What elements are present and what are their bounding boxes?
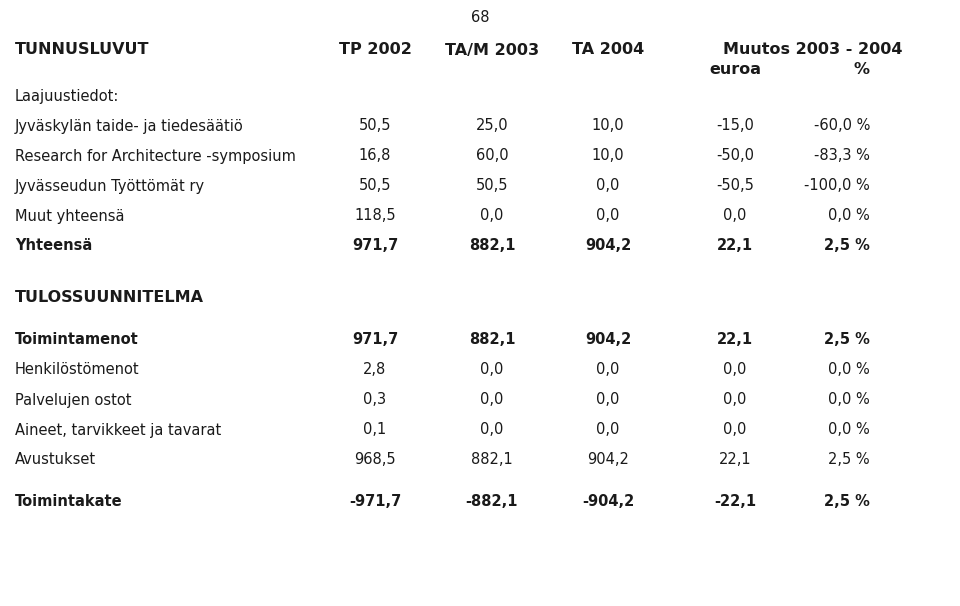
Text: 0,0: 0,0: [723, 208, 747, 224]
Text: 904,2: 904,2: [585, 239, 631, 253]
Text: Jyvässeudun Työttömät ry: Jyvässeudun Työttömät ry: [15, 179, 205, 193]
Text: -60,0 %: -60,0 %: [814, 119, 870, 133]
Text: Aineet, tarvikkeet ja tavarat: Aineet, tarvikkeet ja tavarat: [15, 422, 221, 438]
Text: 10,0: 10,0: [591, 148, 624, 164]
Text: Toimintakate: Toimintakate: [15, 494, 123, 510]
Text: Laajuustiedot:: Laajuustiedot:: [15, 88, 119, 104]
Text: 2,5 %: 2,5 %: [824, 333, 870, 347]
Text: Jyväskylän taide- ja tiedesäätiö: Jyväskylän taide- ja tiedesäätiö: [15, 119, 244, 133]
Text: 0,0: 0,0: [723, 393, 747, 407]
Text: 2,5 %: 2,5 %: [824, 239, 870, 253]
Text: -971,7: -971,7: [348, 494, 401, 510]
Text: 882,1: 882,1: [468, 239, 516, 253]
Text: -83,3 %: -83,3 %: [814, 148, 870, 164]
Text: TULOSSUUNNITELMA: TULOSSUUNNITELMA: [15, 290, 204, 305]
Text: 60,0: 60,0: [476, 148, 508, 164]
Text: 2,5 %: 2,5 %: [824, 494, 870, 510]
Text: 0,0: 0,0: [480, 208, 504, 224]
Text: 22,1: 22,1: [717, 239, 753, 253]
Text: Toimintamenot: Toimintamenot: [15, 333, 139, 347]
Text: 971,7: 971,7: [352, 333, 398, 347]
Text: 10,0: 10,0: [591, 119, 624, 133]
Text: 0,0: 0,0: [596, 362, 620, 378]
Text: 968,5: 968,5: [354, 453, 396, 467]
Text: 2,8: 2,8: [364, 362, 387, 378]
Text: -100,0 %: -100,0 %: [804, 179, 870, 193]
Text: 0,3: 0,3: [364, 393, 387, 407]
Text: 0,0: 0,0: [480, 422, 504, 438]
Text: 0,0: 0,0: [723, 362, 747, 378]
Text: 0,0: 0,0: [596, 208, 620, 224]
Text: -50,0: -50,0: [716, 148, 754, 164]
Text: 22,1: 22,1: [719, 453, 752, 467]
Text: 0,0 %: 0,0 %: [828, 362, 870, 378]
Text: 0,0: 0,0: [723, 422, 747, 438]
Text: Muutos 2003 - 2004: Muutos 2003 - 2004: [723, 42, 902, 58]
Text: 0,0 %: 0,0 %: [828, 422, 870, 438]
Text: 0,0 %: 0,0 %: [828, 393, 870, 407]
Text: 50,5: 50,5: [359, 119, 392, 133]
Text: 50,5: 50,5: [476, 179, 508, 193]
Text: 904,2: 904,2: [588, 453, 629, 467]
Text: 118,5: 118,5: [354, 208, 396, 224]
Text: Muut yhteensä: Muut yhteensä: [15, 208, 125, 224]
Text: 0,0 %: 0,0 %: [828, 208, 870, 224]
Text: 22,1: 22,1: [717, 333, 753, 347]
Text: -904,2: -904,2: [582, 494, 635, 510]
Text: -15,0: -15,0: [716, 119, 754, 133]
Text: 0,0: 0,0: [596, 422, 620, 438]
Text: 882,1: 882,1: [471, 453, 513, 467]
Text: euroa: euroa: [709, 62, 761, 78]
Text: Research for Architecture -symposium: Research for Architecture -symposium: [15, 148, 296, 164]
Text: TA/M 2003: TA/M 2003: [444, 42, 540, 58]
Text: -882,1: -882,1: [466, 494, 518, 510]
Text: 0,0: 0,0: [596, 393, 620, 407]
Text: TUNNUSLUVUT: TUNNUSLUVUT: [15, 42, 150, 58]
Text: 904,2: 904,2: [585, 333, 631, 347]
Text: 0,1: 0,1: [364, 422, 387, 438]
Text: 0,0: 0,0: [480, 362, 504, 378]
Text: Avustukset: Avustukset: [15, 453, 96, 467]
Text: TP 2002: TP 2002: [339, 42, 412, 58]
Text: %: %: [854, 62, 870, 78]
Text: -50,5: -50,5: [716, 179, 754, 193]
Text: Henkilöstömenot: Henkilöstömenot: [15, 362, 139, 378]
Text: 25,0: 25,0: [476, 119, 508, 133]
Text: Yhteensä: Yhteensä: [15, 239, 92, 253]
Text: 68: 68: [470, 10, 490, 25]
Text: -22,1: -22,1: [714, 494, 756, 510]
Text: 882,1: 882,1: [468, 333, 516, 347]
Text: 0,0: 0,0: [596, 179, 620, 193]
Text: 971,7: 971,7: [352, 239, 398, 253]
Text: Palvelujen ostot: Palvelujen ostot: [15, 393, 132, 407]
Text: 2,5 %: 2,5 %: [828, 453, 870, 467]
Text: 16,8: 16,8: [359, 148, 391, 164]
Text: 50,5: 50,5: [359, 179, 392, 193]
Text: 0,0: 0,0: [480, 393, 504, 407]
Text: TA 2004: TA 2004: [572, 42, 644, 58]
